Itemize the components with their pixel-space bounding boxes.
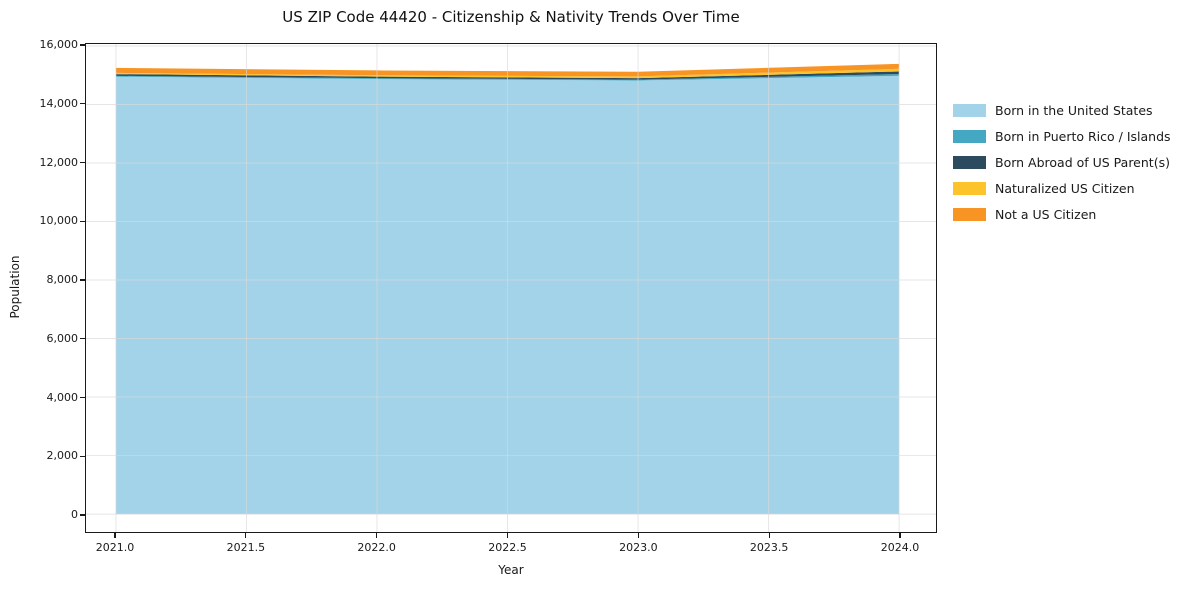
x-tick-label: 2023.5 — [749, 541, 789, 554]
legend-label: Naturalized US Citizen — [995, 181, 1135, 196]
y-tick-mark — [80, 220, 85, 222]
legend-swatch-icon — [953, 182, 986, 195]
y-tick-label: 0 — [71, 508, 78, 521]
legend-swatch-icon — [953, 104, 986, 117]
x-tick-mark — [899, 533, 901, 538]
legend-label: Born Abroad of US Parent(s) — [995, 155, 1170, 170]
y-tick-label: 4,000 — [46, 390, 79, 404]
y-tick-mark — [80, 161, 85, 164]
y-tick-label: 12,000 — [39, 155, 79, 169]
legend-swatch-icon — [953, 156, 986, 169]
y-tick-label: 16,000 — [39, 38, 79, 51]
area-series-4 — [115, 63, 900, 77]
legend-label: Born in the United States — [995, 103, 1153, 118]
area-series-3 — [115, 68, 900, 79]
x-tick-label: 2021.0 — [95, 541, 135, 554]
area-series-1 — [115, 74, 900, 81]
x-tick-mark — [768, 533, 770, 538]
y-tick-mark — [80, 396, 85, 399]
y-tick-mark — [80, 338, 85, 340]
legend-item: Born in the United States — [953, 103, 1171, 118]
x-tick-label: 2023.0 — [619, 541, 658, 554]
plot-area — [85, 43, 937, 533]
y-tick-label: 10,000 — [39, 214, 79, 228]
x-tick-label: 2022.5 — [488, 541, 527, 554]
y-tick-mark — [80, 103, 85, 105]
legend-swatch-icon — [953, 208, 986, 221]
x-tick-mark — [376, 533, 378, 538]
area-series-2 — [115, 71, 900, 80]
x-axis-label: Year — [498, 563, 524, 577]
y-tick-label: 2,000 — [46, 449, 79, 463]
x-tick-mark — [114, 533, 116, 538]
x-tick-mark — [245, 533, 247, 538]
stacked-area-chart — [86, 44, 936, 532]
x-tick-label: 2021.5 — [226, 541, 266, 554]
legend-item: Not a US Citizen — [953, 207, 1171, 222]
chart-title: US ZIP Code 44420 - Citizenship & Nativi… — [282, 8, 740, 26]
y-tick-label: 8,000 — [46, 273, 79, 286]
y-tick-mark — [80, 455, 85, 457]
y-tick-mark — [80, 279, 85, 281]
legend-item: Born in Puerto Rico / Islands — [953, 129, 1171, 144]
legend-item: Naturalized US Citizen — [953, 181, 1171, 196]
x-tick-label: 2022.0 — [357, 541, 396, 554]
legend-label: Not a US Citizen — [995, 207, 1097, 222]
y-tick-mark — [80, 44, 85, 46]
legend-label: Born in Puerto Rico / Islands — [995, 129, 1171, 144]
legend-item: Born Abroad of US Parent(s) — [953, 155, 1171, 170]
y-axis-label: Population — [8, 255, 22, 319]
legend: Born in the United States Born in Puerto … — [953, 103, 1171, 222]
x-tick-mark — [637, 533, 639, 538]
y-tick-mark — [80, 514, 85, 516]
x-tick-label: 2024.0 — [880, 541, 920, 554]
y-tick-label: 6,000 — [46, 331, 79, 345]
x-tick-mark — [506, 533, 509, 538]
legend-swatch-icon — [953, 130, 986, 143]
y-tick-label: 14,000 — [39, 96, 79, 110]
